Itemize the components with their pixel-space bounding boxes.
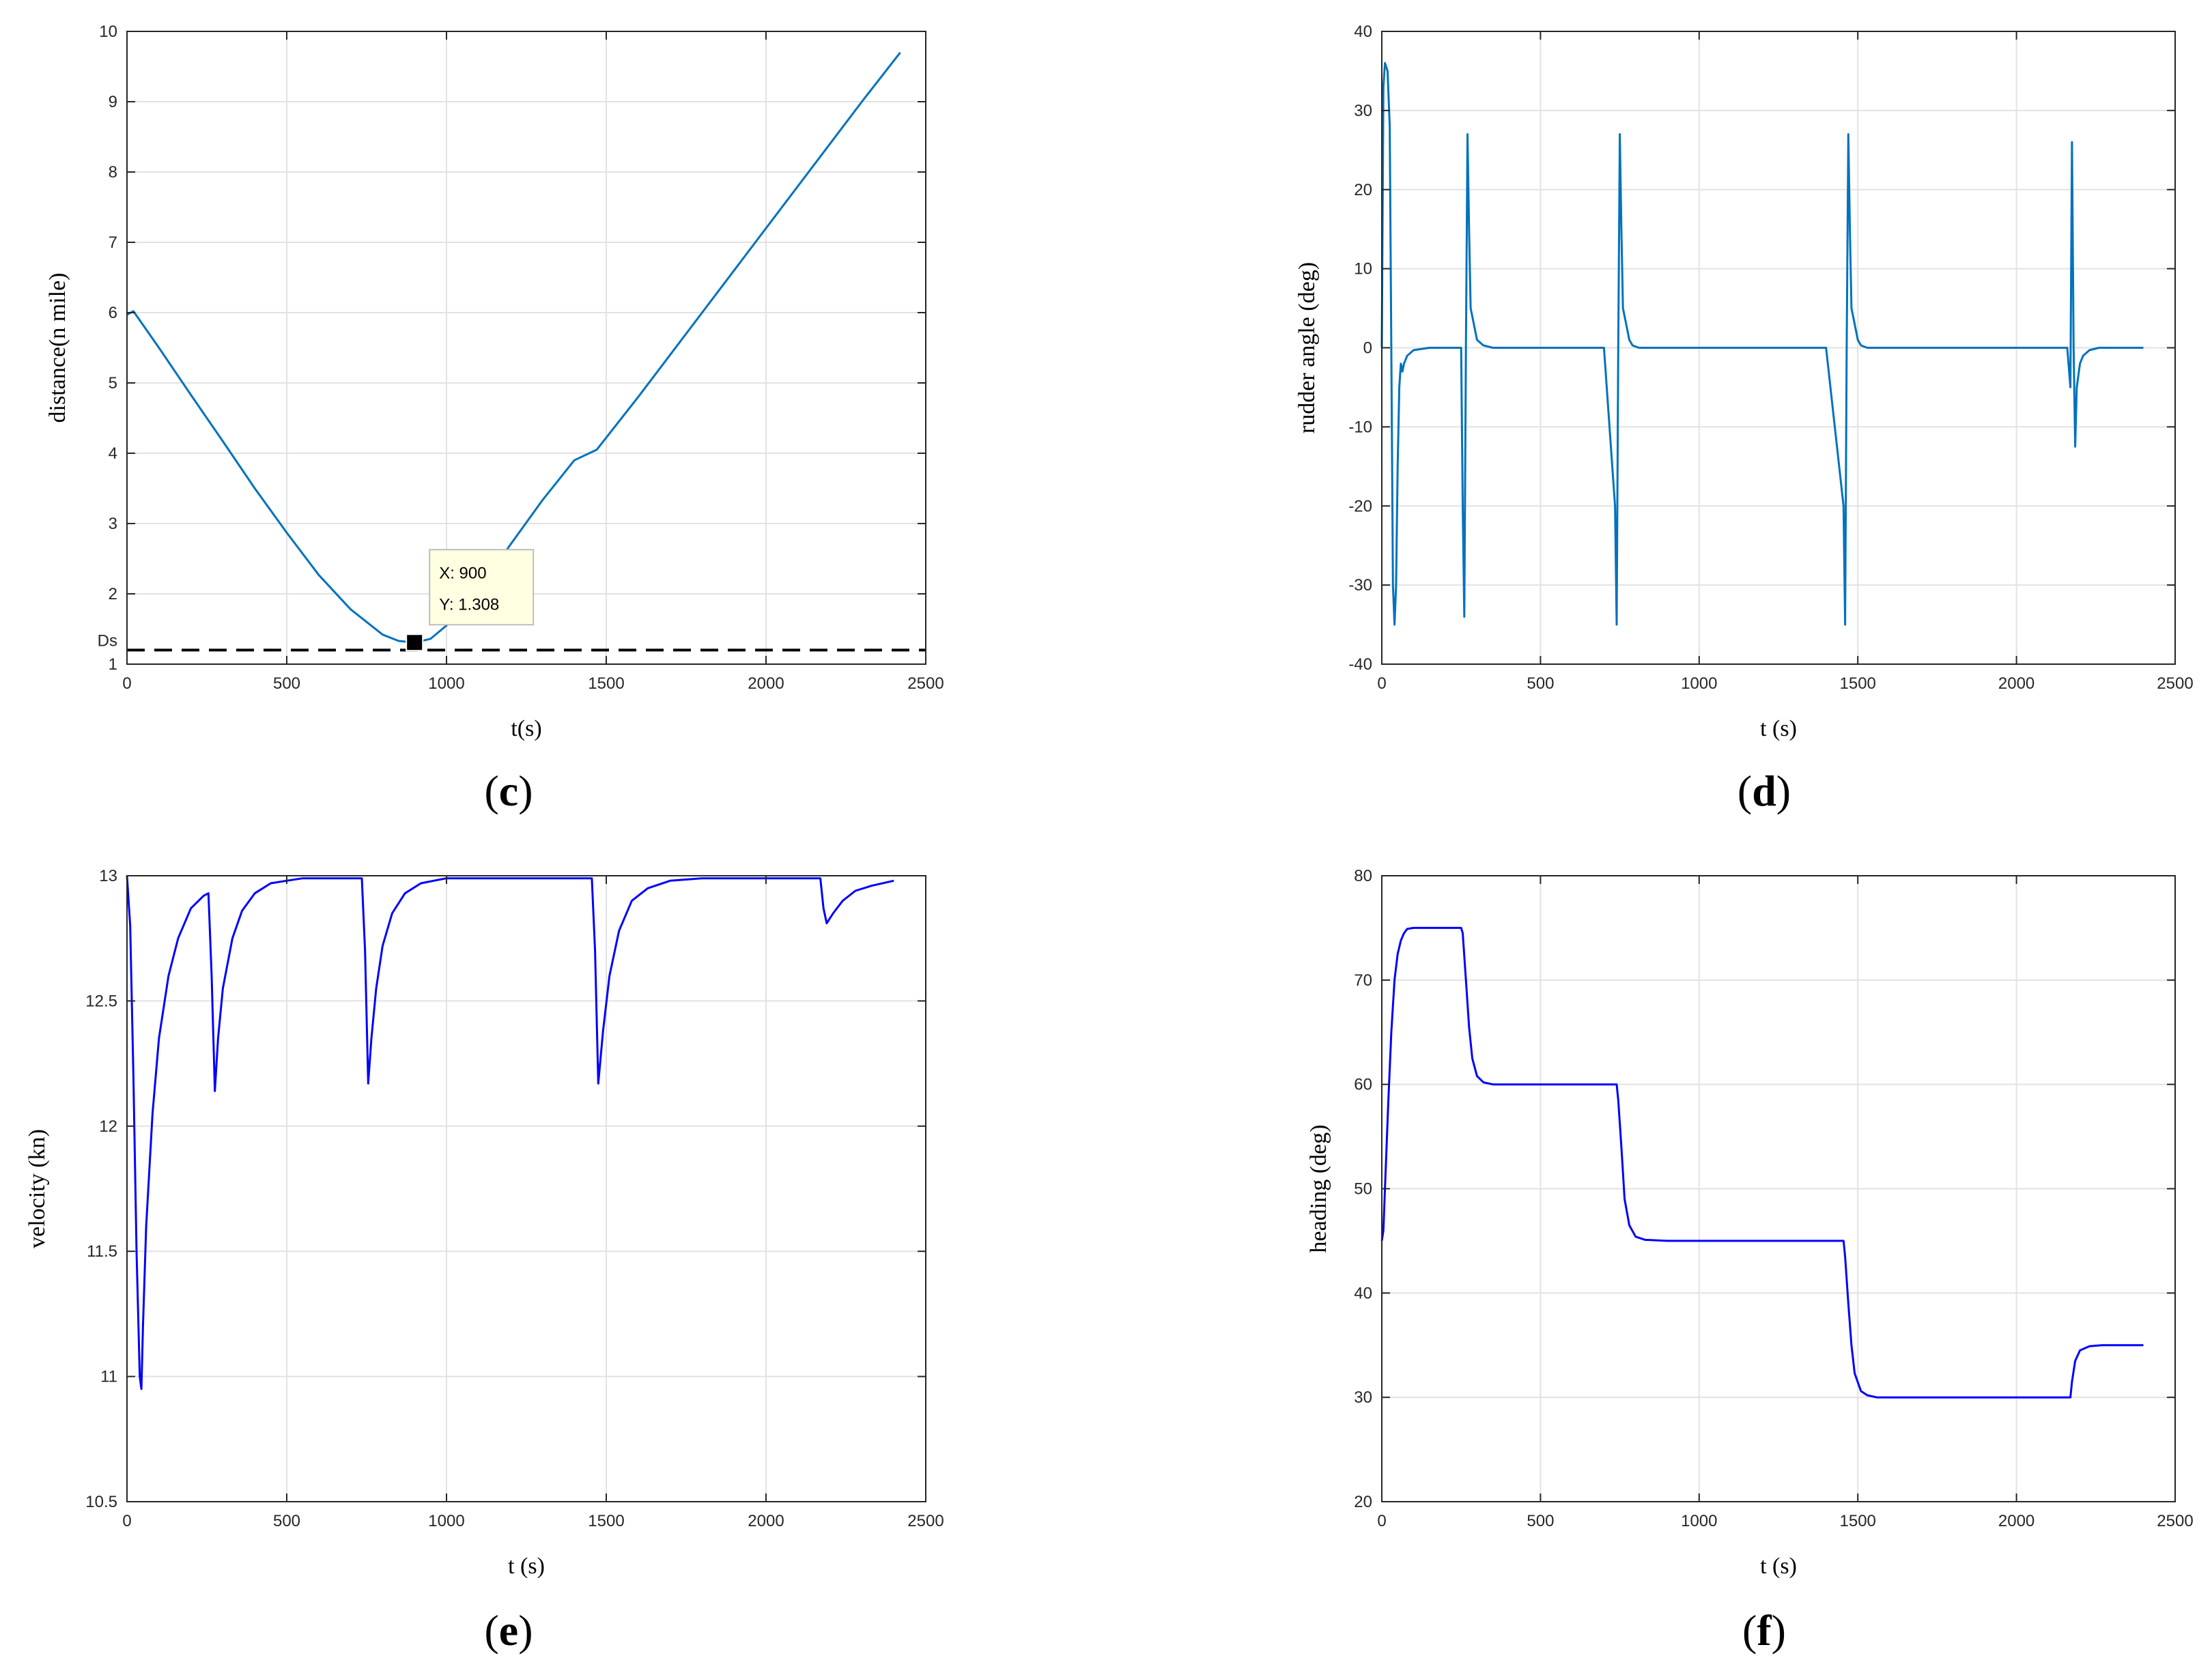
x-tick-label: 1000 — [1681, 674, 1717, 693]
x-tick-label: 2500 — [907, 1512, 944, 1530]
panel-e-velocity-chart: 0 500 1000 1500 2000 2500 10.5 11 11.5 12 12.5 13 t … — [25, 867, 944, 1655]
panel-label-close-paren: ) — [518, 1606, 533, 1655]
datatip-x-text: X: 900 — [439, 564, 486, 582]
y-tick-label: -40 — [1348, 655, 1372, 674]
datatip[interactable]: X: 900 Y: 1.308 — [406, 549, 535, 652]
x-tick-label: 1500 — [588, 674, 624, 693]
y-tick-label: 70 — [1354, 971, 1372, 990]
y-tick-label: 11 — [100, 1368, 117, 1386]
panel-label-letter: d — [1752, 767, 1776, 815]
panel-label-letter: c — [499, 767, 518, 815]
panel-label-open-paren: ( — [1742, 1606, 1757, 1655]
y-tick-label: 10 — [1354, 260, 1372, 278]
series-line — [1380, 61, 2144, 626]
x-axis-label: t (s) — [1760, 716, 1797, 741]
x-tick-label: 1500 — [1840, 1512, 1876, 1530]
panel-label-open-paren: ( — [484, 767, 498, 815]
x-tick-label: 1500 — [1840, 674, 1876, 693]
x-tick-label: 2000 — [748, 674, 784, 693]
y-tick-label: 40 — [1354, 23, 1372, 41]
panel-label: (f) — [1742, 1606, 1786, 1655]
y-tick-label: 20 — [1354, 1493, 1372, 1511]
y-tick-label: 1 — [109, 655, 117, 674]
y-axis-label: rudder angle (deg) — [1294, 262, 1320, 433]
x-tick-label: 1500 — [588, 1512, 624, 1530]
panel-label-close-paren: ) — [1772, 1606, 1786, 1655]
x-tick-label: 0 — [122, 674, 131, 693]
x-tick-label: 0 — [122, 1512, 131, 1530]
y-tick-label: 5 — [109, 374, 117, 392]
panel-label-open-paren: ( — [484, 1606, 498, 1655]
panel-c-distance-chart: Ds 0 500 1000 1500 2000 2500 1 2 3 4 5 6 7 8 9 10 t(s) dis… — [45, 23, 944, 815]
y-tick-label: 2 — [109, 585, 117, 603]
y-tick-label: 0 — [1363, 339, 1372, 358]
axes-box — [126, 31, 926, 665]
x-axis-label: t (s) — [1760, 1554, 1797, 1579]
x-tick-label: 500 — [1527, 674, 1554, 693]
x-tick-label: 1000 — [1681, 1512, 1717, 1530]
panel-label-close-paren: ) — [518, 767, 533, 815]
y-tick-label: 6 — [109, 304, 117, 322]
y-tick-label: 50 — [1354, 1180, 1372, 1199]
panel-label-close-paren: ) — [1776, 767, 1791, 815]
y-tick-label: 8 — [109, 163, 117, 182]
x-tick-label: 2500 — [2157, 1512, 2193, 1530]
x-tick-label: 0 — [1377, 674, 1386, 693]
panel-label: (e) — [484, 1606, 533, 1655]
y-tick-label: 4 — [109, 444, 117, 463]
panel-f-heading-chart: 0 500 1000 1500 2000 2500 20 30 40 50 60 70 80 t (s) h… — [1306, 867, 2194, 1655]
y-tick-label: -30 — [1348, 576, 1372, 595]
series-line — [1380, 926, 2144, 1399]
y-tick-label: 7 — [109, 233, 117, 252]
panel-label: (d) — [1738, 767, 1791, 815]
y-tick-label: 40 — [1354, 1284, 1372, 1302]
panel-label-letter: e — [499, 1606, 518, 1655]
y-tick-label: 3 — [109, 515, 117, 533]
panel-d-rudder-angle-chart: 0 500 1000 1500 2000 2500 -40 -30 -20 -10 0 10 20 30 4… — [1294, 23, 2194, 815]
x-tick-label: 500 — [273, 674, 300, 693]
x-tick-label: 2000 — [748, 1512, 784, 1530]
x-tick-label: 2000 — [1998, 1512, 2034, 1530]
plot-area — [127, 876, 926, 1502]
y-axis-label: velocity (kn) — [25, 1129, 50, 1248]
y-tick-label: 60 — [1354, 1076, 1372, 1094]
panel-label-open-paren: ( — [1738, 767, 1752, 815]
panel-label-letter: f — [1757, 1606, 1772, 1655]
x-tick-label: 1000 — [428, 674, 464, 693]
y-tick-label: 9 — [109, 93, 117, 111]
y-tick-label: 12.5 — [85, 992, 117, 1010]
x-tick-label: 500 — [273, 1512, 300, 1530]
x-axis-label: t (s) — [508, 1554, 545, 1579]
y-tick-label: -10 — [1348, 418, 1372, 436]
y-tick-label: 30 — [1354, 1388, 1372, 1407]
datatip-box — [429, 549, 535, 626]
y-axis-label: heading (deg) — [1306, 1125, 1331, 1253]
y-tick-label: 20 — [1354, 181, 1372, 199]
x-tick-label: 500 — [1527, 1512, 1554, 1530]
y-tick-label: 30 — [1354, 102, 1372, 120]
panel-label: (c) — [484, 767, 533, 815]
x-tick-label: 2000 — [1998, 674, 2034, 693]
y-tick-label: 12 — [99, 1117, 117, 1136]
threshold-label: Ds — [98, 631, 117, 650]
x-tick-label: 1000 — [428, 1512, 464, 1530]
y-tick-label: 10 — [99, 23, 117, 41]
x-tick-label: 0 — [1377, 1512, 1386, 1530]
series-line — [126, 875, 894, 1390]
datatip-marker[interactable] — [406, 633, 424, 652]
axes-box — [126, 875, 926, 1502]
x-axis-label: t(s) — [511, 716, 541, 741]
y-axis-label: distance(n mile) — [45, 273, 70, 423]
y-tick-label: 13 — [99, 867, 117, 885]
y-tick-label: 10.5 — [85, 1493, 117, 1511]
datatip-y-text: Y: 1.308 — [439, 595, 499, 614]
y-tick-label: 11.5 — [87, 1242, 117, 1261]
y-tick-label: 80 — [1354, 867, 1372, 885]
x-tick-label: 2500 — [2157, 674, 2193, 693]
x-tick-label: 2500 — [907, 674, 944, 693]
y-tick-label: -20 — [1348, 497, 1372, 515]
